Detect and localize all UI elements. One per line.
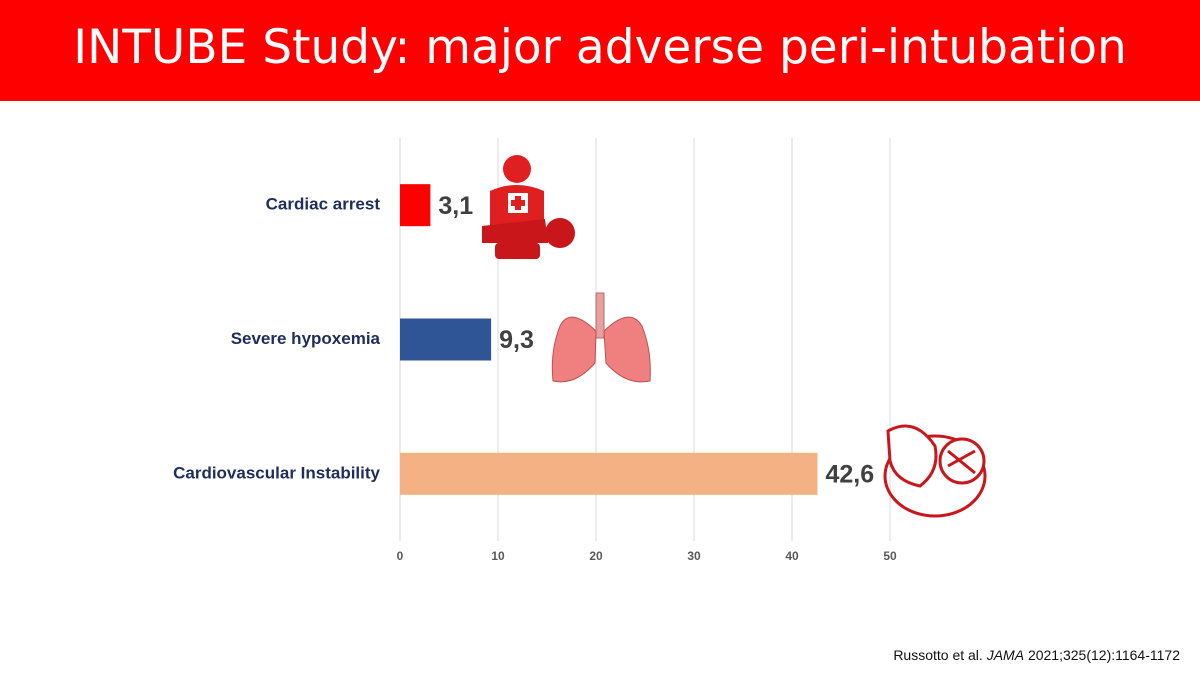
title-banner (0, 0, 1200, 101)
bar (400, 184, 431, 227)
category-label: Severe hypoxemia (231, 329, 381, 348)
value-label: 42,6 (825, 460, 874, 488)
value-label: 9,3 (499, 326, 534, 354)
heart-icon (883, 424, 987, 518)
value-label: 3,1 (438, 192, 473, 220)
bar (400, 452, 818, 495)
x-tick-label: 0 (397, 549, 404, 563)
x-tick-label: 10 (491, 549, 505, 563)
cpr-icon (482, 155, 575, 259)
citation-journal: JAMA (986, 647, 1025, 663)
chart: 0 10 20 30 40 50 Cardiac arrest 3,1 Severe hypox… (173, 138, 987, 563)
x-tick-label: 50 (883, 549, 897, 563)
citation: Russotto et al. JAMA 2021;325(12):1164-1… (893, 647, 1180, 663)
lungs-icon (551, 292, 651, 383)
x-tick-label: 40 (785, 549, 799, 563)
icons (482, 155, 987, 518)
citation-details: 2021;325(12):1164-1172 (1027, 647, 1180, 663)
x-tick-label: 30 (687, 549, 701, 563)
slide-title: INTUBE Study: major adverse peri-intubat… (73, 20, 1127, 171)
citation-authors: Russotto et al. (893, 647, 983, 663)
bar (400, 318, 492, 361)
category-label: Cardiovascular Instability (173, 463, 380, 482)
category-label: Cardiac arrest (266, 195, 381, 214)
x-tick-label: 20 (589, 549, 603, 563)
